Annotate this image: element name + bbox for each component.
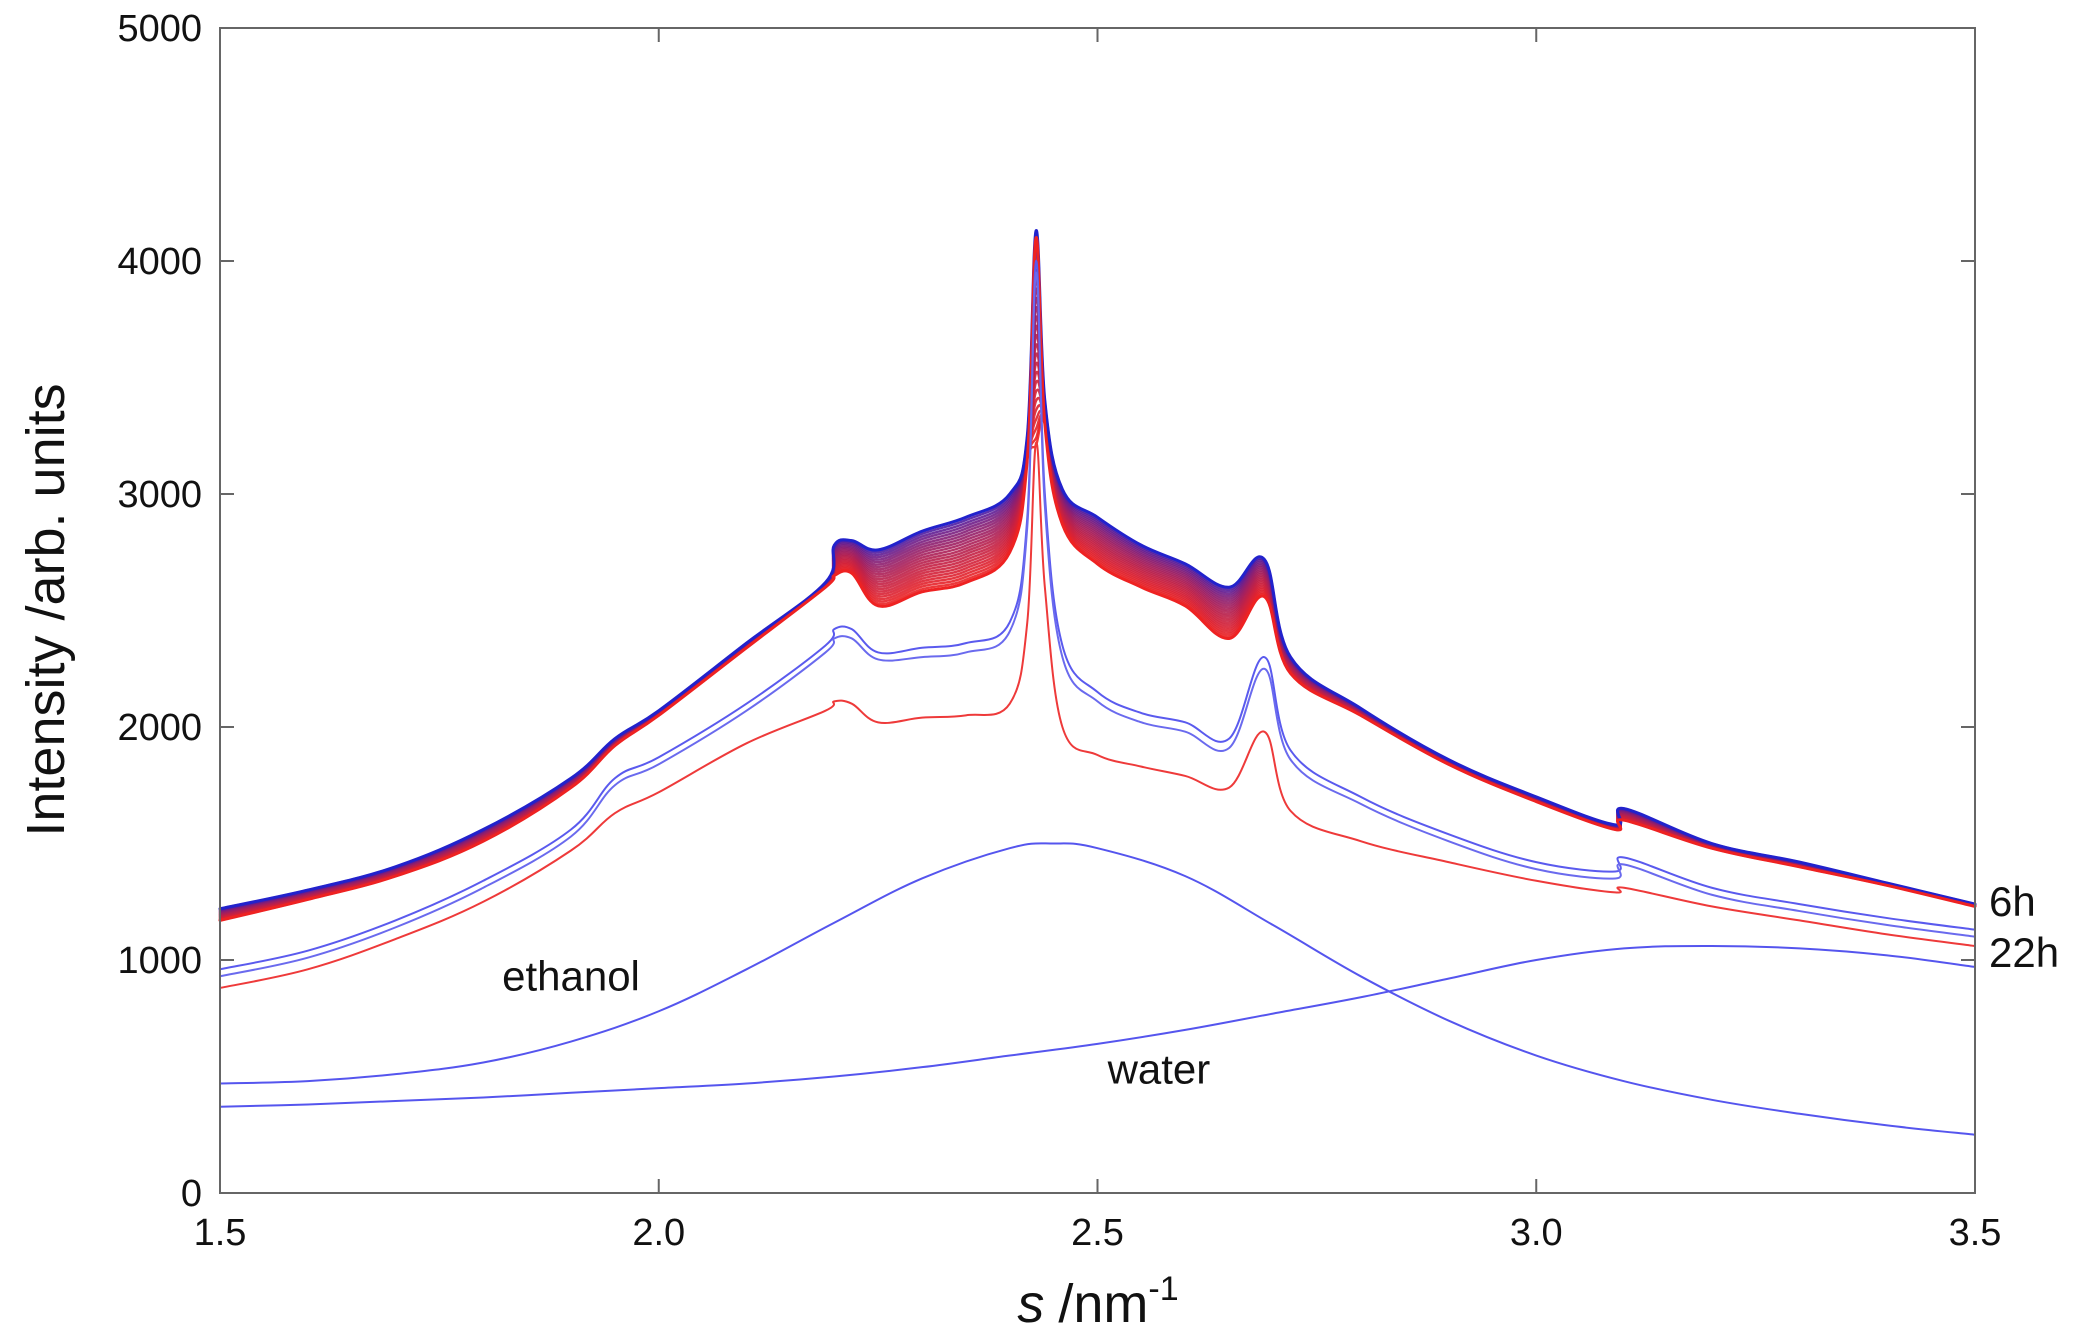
y-tick-label: 4000 [117,241,202,283]
y-tick-label: 1000 [117,940,202,982]
x-tick-label: 1.5 [194,1212,247,1254]
y-tick-label: 0 [181,1173,202,1215]
x-axis-title-unit: /nm [1058,1274,1148,1334]
y-tick-label: 2000 [117,707,202,749]
y-axis-title: Intensity /arb. units [16,383,76,836]
x-tick-label: 2.0 [632,1212,685,1254]
x-tick-label: 3.5 [1949,1212,2002,1254]
series-line-water [219,945,1976,1108]
x-axis-title-superscript: -1 [1148,1270,1178,1308]
annotation-ethanol: ethanol [502,952,640,999]
y-tick-label: 3000 [117,474,202,516]
series-line-lowest [219,441,1976,989]
x-axis-title-variable: s [1017,1274,1044,1334]
series-line-ethanol [219,842,1976,1136]
x-tick-label: 2.5 [1071,1212,1124,1254]
series-line-22h [218,236,1977,922]
series-line-intermediate-2 [219,271,1976,978]
annotation-6h: 6h [1989,878,2036,925]
annotation-water: water [1107,1046,1211,1093]
x-tick-label: 3.0 [1510,1212,1563,1254]
x-axis-title: s/nm-1 [1017,1270,1178,1334]
annotation-22h: 22h [1989,929,2059,976]
series-layer [218,229,1977,1136]
axes-layer: 1.5 2.0 2.5 3.0 3.5 0 1000 2000 3000 4000 5000 [117,8,2001,1254]
y-tick-label: 5000 [117,8,202,50]
